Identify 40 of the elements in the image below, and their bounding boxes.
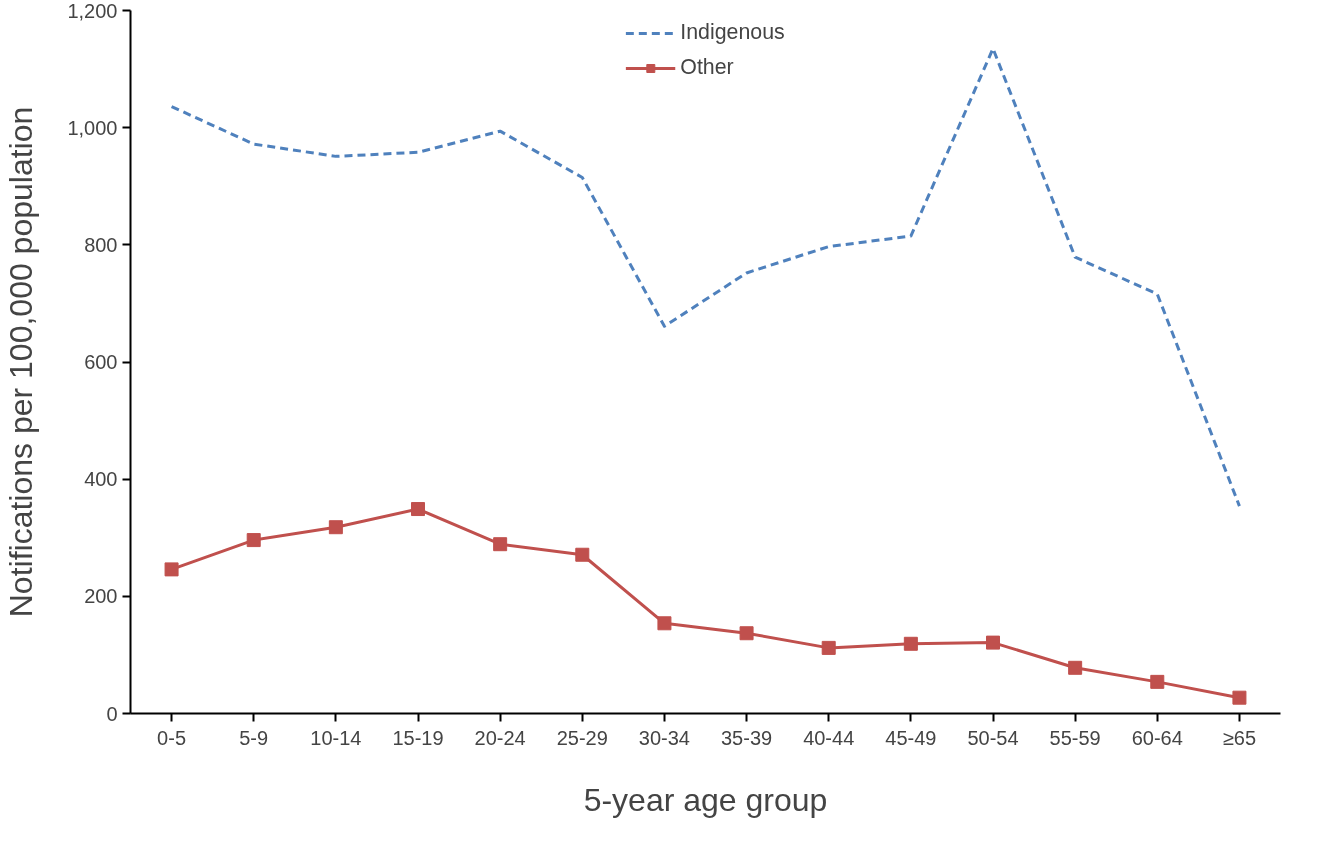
point — [575, 547, 590, 562]
point — [411, 502, 425, 517]
y-tick-label: 800 — [84, 233, 118, 256]
y-tick-label: 400 — [84, 468, 118, 491]
point — [1068, 660, 1083, 675]
x-tick-label: 0-5 — [157, 726, 187, 749]
point — [986, 635, 1000, 650]
x-tick-label: 35-39 — [721, 726, 773, 749]
point — [657, 616, 672, 631]
x-tick-label: 50-54 — [967, 726, 1019, 749]
y-tick-label: 1,000 — [67, 116, 118, 139]
x-tick-label: 10-14 — [310, 726, 362, 749]
point — [739, 626, 754, 641]
point — [328, 520, 343, 535]
point — [1150, 674, 1165, 689]
x-tick-label: 45-49 — [885, 726, 937, 749]
point — [164, 562, 179, 577]
x-tick-label: ≥65 — [1222, 726, 1257, 749]
y-tick-label: 600 — [84, 351, 118, 373]
y-axis-title: Notifications per 100,000 population — [3, 106, 40, 618]
x-tick-label: 20-24 — [474, 726, 526, 749]
x-tick-label: 5-9 — [239, 726, 269, 749]
legend-label: Other — [680, 55, 734, 80]
point — [493, 537, 508, 552]
legend-label: Indigenous — [680, 20, 785, 45]
x-tick-label: 40-44 — [803, 726, 855, 749]
y-tick-label: 1,200 — [67, 0, 118, 22]
point — [246, 533, 261, 548]
x-tick-label: 55-59 — [1049, 726, 1101, 749]
x-tick-label: 25-29 — [556, 726, 608, 749]
point — [903, 636, 918, 651]
x-axis-title: 5-year age group — [583, 781, 828, 818]
y-tick-label: 200 — [84, 585, 118, 608]
point — [821, 640, 836, 655]
line-series — [170, 47, 1241, 508]
x-tick-label: 15-19 — [392, 726, 444, 749]
x-tick-label: 30-34 — [638, 726, 691, 749]
x-tick-label: 60-64 — [1131, 726, 1183, 749]
point — [1232, 690, 1247, 705]
y-tick-label: 0 — [106, 702, 118, 725]
